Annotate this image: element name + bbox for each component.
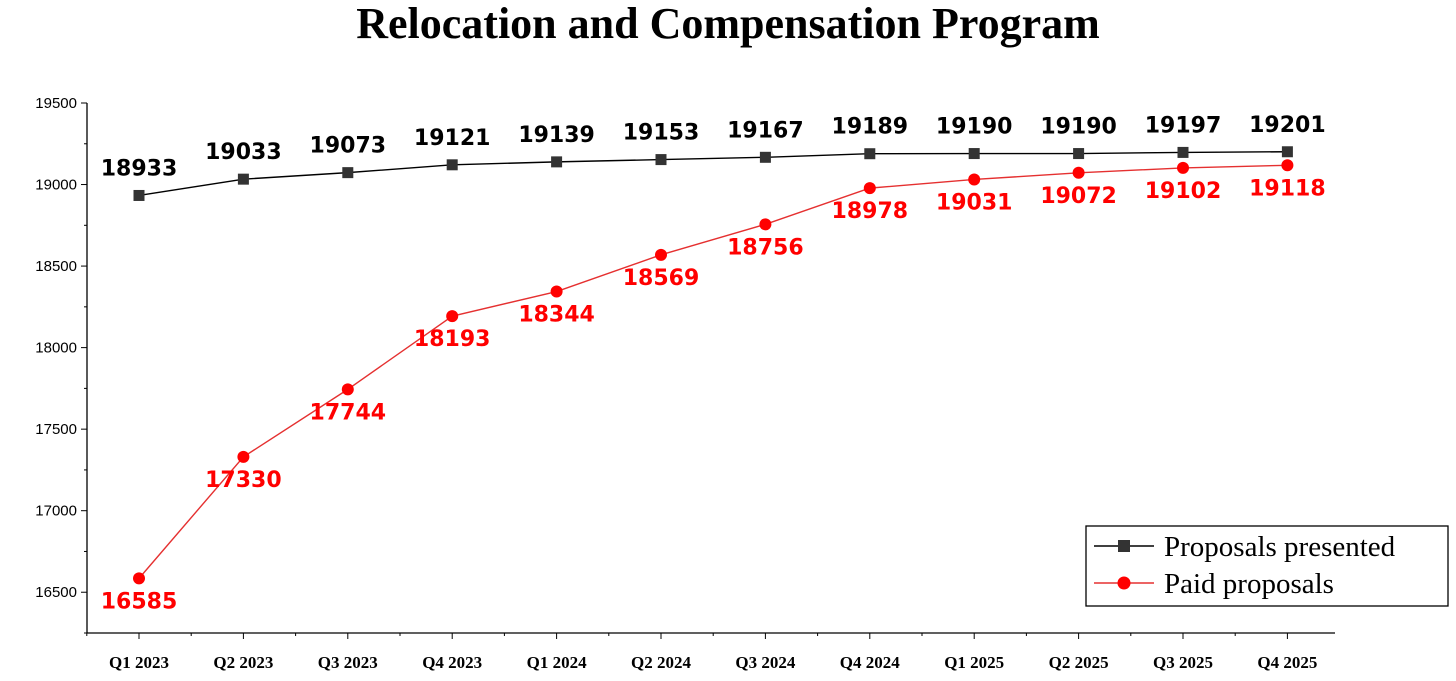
data-label: 18344 — [518, 303, 595, 328]
y-tick-label: 17000 — [35, 503, 77, 520]
y-tick-label: 18000 — [35, 340, 77, 357]
x-tick-label: Q4 2025 — [1257, 653, 1317, 672]
data-point-paid-proposals — [968, 173, 981, 186]
x-tick-label: Q3 2023 — [318, 653, 378, 672]
data-label: 18978 — [832, 199, 909, 224]
data-label: 19073 — [310, 134, 387, 159]
data-point-proposals-presented — [342, 167, 354, 179]
data-point-paid-proposals — [341, 383, 354, 396]
data-point-paid-proposals — [655, 248, 667, 261]
data-label: 19031 — [936, 190, 1013, 215]
data-point-paid-proposals — [133, 572, 145, 585]
data-point-paid-proposals — [550, 285, 563, 298]
x-tick-label: Q1 2024 — [527, 653, 587, 672]
data-point-proposals-presented — [1177, 146, 1189, 158]
data-label: 19190 — [936, 115, 1013, 140]
data-point-proposals-presented — [655, 154, 667, 166]
data-point-proposals-presented — [551, 156, 563, 168]
data-label: 18569 — [623, 266, 700, 291]
data-label: 17744 — [310, 400, 387, 425]
data-label: 19072 — [1040, 184, 1117, 209]
x-tick-label: Q3 2025 — [1153, 653, 1213, 672]
data-point-proposals-presented — [237, 173, 249, 185]
data-point-proposals-presented — [759, 151, 771, 163]
data-label: 19118 — [1249, 176, 1326, 201]
x-tick-label: Q1 2023 — [109, 653, 169, 672]
series-line-paid-proposals — [138, 164, 1288, 579]
data-label: 18756 — [727, 235, 804, 260]
legend-box — [1085, 525, 1449, 607]
data-point-proposals-presented — [1073, 148, 1085, 160]
x-tick-label: Q1 2025 — [944, 653, 1004, 672]
data-point-paid-proposals — [1177, 161, 1189, 174]
data-point-proposals-presented — [864, 148, 876, 160]
data-label: 19197 — [1145, 113, 1222, 138]
data-label: 19139 — [518, 123, 595, 148]
data-label: 18933 — [101, 156, 178, 181]
data-label: 19102 — [1145, 179, 1222, 204]
legend-marker-circle — [1117, 576, 1131, 590]
y-tick-label: 17500 — [35, 421, 77, 438]
data-point-proposals-presented — [968, 148, 980, 160]
chart-title: Relocation and Compensation Program — [356, 0, 1100, 48]
data-label: 19190 — [1040, 115, 1117, 140]
data-label: 19189 — [832, 115, 909, 140]
data-point-paid-proposals — [446, 310, 459, 323]
legend-marker-square — [1118, 540, 1130, 552]
data-point-paid-proposals — [759, 218, 772, 231]
x-tick-label: Q2 2023 — [213, 653, 273, 672]
data-label: 19121 — [414, 126, 491, 151]
data-point-paid-proposals — [1072, 166, 1085, 179]
series-line-proposals-presented — [138, 151, 1288, 197]
data-point-paid-proposals — [237, 450, 250, 463]
data-label: 19167 — [727, 118, 804, 143]
data-label: 19201 — [1249, 113, 1326, 138]
x-tick-label: Q3 2024 — [735, 653, 795, 672]
data-point-proposals-presented — [1281, 146, 1293, 158]
data-point-paid-proposals — [863, 182, 876, 195]
data-label: 18193 — [414, 327, 491, 352]
x-tick-label: Q4 2024 — [840, 653, 900, 672]
data-label: 19153 — [623, 121, 700, 146]
data-point-paid-proposals — [1281, 159, 1294, 172]
data-label: 16585 — [101, 589, 178, 614]
y-tick-label: 19500 — [35, 95, 77, 112]
legend-label: Proposals presented — [1164, 531, 1396, 563]
data-point-proposals-presented — [133, 189, 145, 201]
y-tick-label: 16500 — [35, 584, 77, 601]
x-tick-label: Q4 2023 — [422, 653, 482, 672]
data-label: 19033 — [205, 140, 282, 165]
legend-label: Paid proposals — [1164, 568, 1334, 600]
x-tick-label: Q2 2024 — [631, 653, 691, 672]
data-label: 17330 — [205, 468, 282, 493]
y-tick-label: 18500 — [35, 258, 77, 275]
y-tick-label: 19000 — [35, 177, 77, 194]
x-tick-label: Q2 2025 — [1049, 653, 1109, 672]
data-point-proposals-presented — [446, 159, 458, 171]
